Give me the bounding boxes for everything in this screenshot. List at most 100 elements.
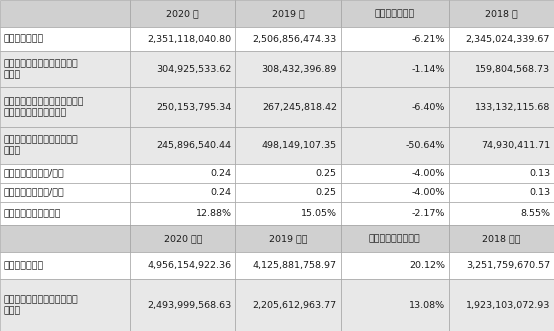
Text: 4,956,154,922.36: 4,956,154,922.36 bbox=[147, 261, 232, 270]
Text: 2,506,856,474.33: 2,506,856,474.33 bbox=[253, 34, 337, 44]
Text: 3,251,759,670.57: 3,251,759,670.57 bbox=[466, 261, 550, 270]
Bar bbox=[235, 202, 341, 225]
Text: 2018 年末: 2018 年末 bbox=[482, 234, 521, 243]
Text: 133,132,115.68: 133,132,115.68 bbox=[475, 103, 550, 112]
Bar bbox=[449, 164, 554, 183]
Text: 4,125,881,758.97: 4,125,881,758.97 bbox=[253, 261, 337, 270]
Bar bbox=[449, 225, 554, 252]
Bar bbox=[235, 27, 341, 51]
Bar bbox=[130, 225, 235, 252]
Bar bbox=[449, 27, 554, 51]
Text: -2.17%: -2.17% bbox=[412, 209, 445, 218]
Text: 归属于上市公司股东的扣除非经
常性损益的净利润（元）: 归属于上市公司股东的扣除非经 常性损益的净利润（元） bbox=[4, 97, 84, 117]
Bar bbox=[0, 252, 130, 279]
Bar bbox=[130, 252, 235, 279]
Text: 308,432,396.89: 308,432,396.89 bbox=[261, 65, 337, 74]
Text: 2,345,024,339.67: 2,345,024,339.67 bbox=[466, 34, 550, 44]
Text: 0.24: 0.24 bbox=[211, 168, 232, 178]
Bar bbox=[130, 51, 235, 87]
Text: 2,205,612,963.77: 2,205,612,963.77 bbox=[253, 301, 337, 310]
Text: 本年比上年增减: 本年比上年增减 bbox=[375, 9, 415, 18]
Bar bbox=[235, 164, 341, 183]
Text: 13.08%: 13.08% bbox=[409, 301, 445, 310]
Bar bbox=[130, 0, 235, 27]
Bar bbox=[0, 127, 130, 164]
Bar bbox=[341, 183, 449, 202]
Bar bbox=[341, 225, 449, 252]
Bar bbox=[0, 27, 130, 51]
Bar bbox=[449, 183, 554, 202]
Text: 归属于上市公司股东的净资产
（元）: 归属于上市公司股东的净资产 （元） bbox=[4, 295, 79, 315]
Bar bbox=[0, 87, 130, 127]
Text: 250,153,795.34: 250,153,795.34 bbox=[156, 103, 232, 112]
Text: -1.14%: -1.14% bbox=[412, 65, 445, 74]
Text: 498,149,107.35: 498,149,107.35 bbox=[261, 141, 337, 150]
Text: 15.05%: 15.05% bbox=[301, 209, 337, 218]
Text: 0.13: 0.13 bbox=[529, 188, 550, 197]
Text: 8.55%: 8.55% bbox=[520, 209, 550, 218]
Text: 267,245,818.42: 267,245,818.42 bbox=[262, 103, 337, 112]
Bar bbox=[449, 87, 554, 127]
Bar bbox=[0, 51, 130, 87]
Text: 资产总额（元）: 资产总额（元） bbox=[4, 261, 44, 270]
Text: 245,896,540.44: 245,896,540.44 bbox=[157, 141, 232, 150]
Bar bbox=[235, 0, 341, 27]
Text: 经营活动产生的现金流量净额
（元）: 经营活动产生的现金流量净额 （元） bbox=[4, 135, 79, 155]
Text: 0.24: 0.24 bbox=[211, 188, 232, 197]
Text: 基本每股收益（元/股）: 基本每股收益（元/股） bbox=[4, 168, 65, 178]
Bar bbox=[0, 183, 130, 202]
Text: -4.00%: -4.00% bbox=[412, 168, 445, 178]
Bar bbox=[235, 252, 341, 279]
Bar bbox=[341, 127, 449, 164]
Text: -50.64%: -50.64% bbox=[406, 141, 445, 150]
Bar bbox=[341, 27, 449, 51]
Text: 2018 年: 2018 年 bbox=[485, 9, 518, 18]
Bar bbox=[341, 164, 449, 183]
Text: 营业收入（元）: 营业收入（元） bbox=[4, 34, 44, 44]
Text: 2020 年末: 2020 年末 bbox=[163, 234, 202, 243]
Text: 0.13: 0.13 bbox=[529, 168, 550, 178]
Text: -4.00%: -4.00% bbox=[412, 188, 445, 197]
Bar bbox=[341, 252, 449, 279]
Bar bbox=[341, 279, 449, 331]
Bar bbox=[449, 51, 554, 87]
Bar bbox=[449, 252, 554, 279]
Bar bbox=[341, 202, 449, 225]
Bar bbox=[130, 279, 235, 331]
Text: 2020 年: 2020 年 bbox=[166, 9, 199, 18]
Text: 加权平均净资产收益率: 加权平均净资产收益率 bbox=[4, 209, 61, 218]
Bar bbox=[341, 87, 449, 127]
Text: 1,923,103,072.93: 1,923,103,072.93 bbox=[466, 301, 550, 310]
Bar bbox=[235, 225, 341, 252]
Text: 2019 年: 2019 年 bbox=[271, 9, 305, 18]
Bar bbox=[0, 225, 130, 252]
Bar bbox=[449, 0, 554, 27]
Bar bbox=[130, 27, 235, 51]
Bar bbox=[235, 127, 341, 164]
Bar bbox=[130, 164, 235, 183]
Bar bbox=[449, 127, 554, 164]
Text: -6.21%: -6.21% bbox=[412, 34, 445, 44]
Text: 304,925,533.62: 304,925,533.62 bbox=[156, 65, 232, 74]
Bar bbox=[130, 87, 235, 127]
Text: 归属于上市公司股东的净利润
（元）: 归属于上市公司股东的净利润 （元） bbox=[4, 59, 79, 79]
Bar bbox=[235, 279, 341, 331]
Bar bbox=[0, 202, 130, 225]
Bar bbox=[0, 164, 130, 183]
Text: 本年末比上年末增减: 本年末比上年末增减 bbox=[369, 234, 420, 243]
Text: 2,493,999,568.63: 2,493,999,568.63 bbox=[147, 301, 232, 310]
Bar bbox=[0, 0, 130, 27]
Bar bbox=[130, 183, 235, 202]
Bar bbox=[341, 0, 449, 27]
Bar bbox=[449, 202, 554, 225]
Bar bbox=[0, 279, 130, 331]
Bar bbox=[235, 51, 341, 87]
Bar bbox=[130, 127, 235, 164]
Bar bbox=[235, 183, 341, 202]
Text: -6.40%: -6.40% bbox=[412, 103, 445, 112]
Text: 12.88%: 12.88% bbox=[196, 209, 232, 218]
Text: 2019 年末: 2019 年末 bbox=[269, 234, 307, 243]
Bar bbox=[341, 51, 449, 87]
Text: 0.25: 0.25 bbox=[316, 188, 337, 197]
Text: 159,804,568.73: 159,804,568.73 bbox=[475, 65, 550, 74]
